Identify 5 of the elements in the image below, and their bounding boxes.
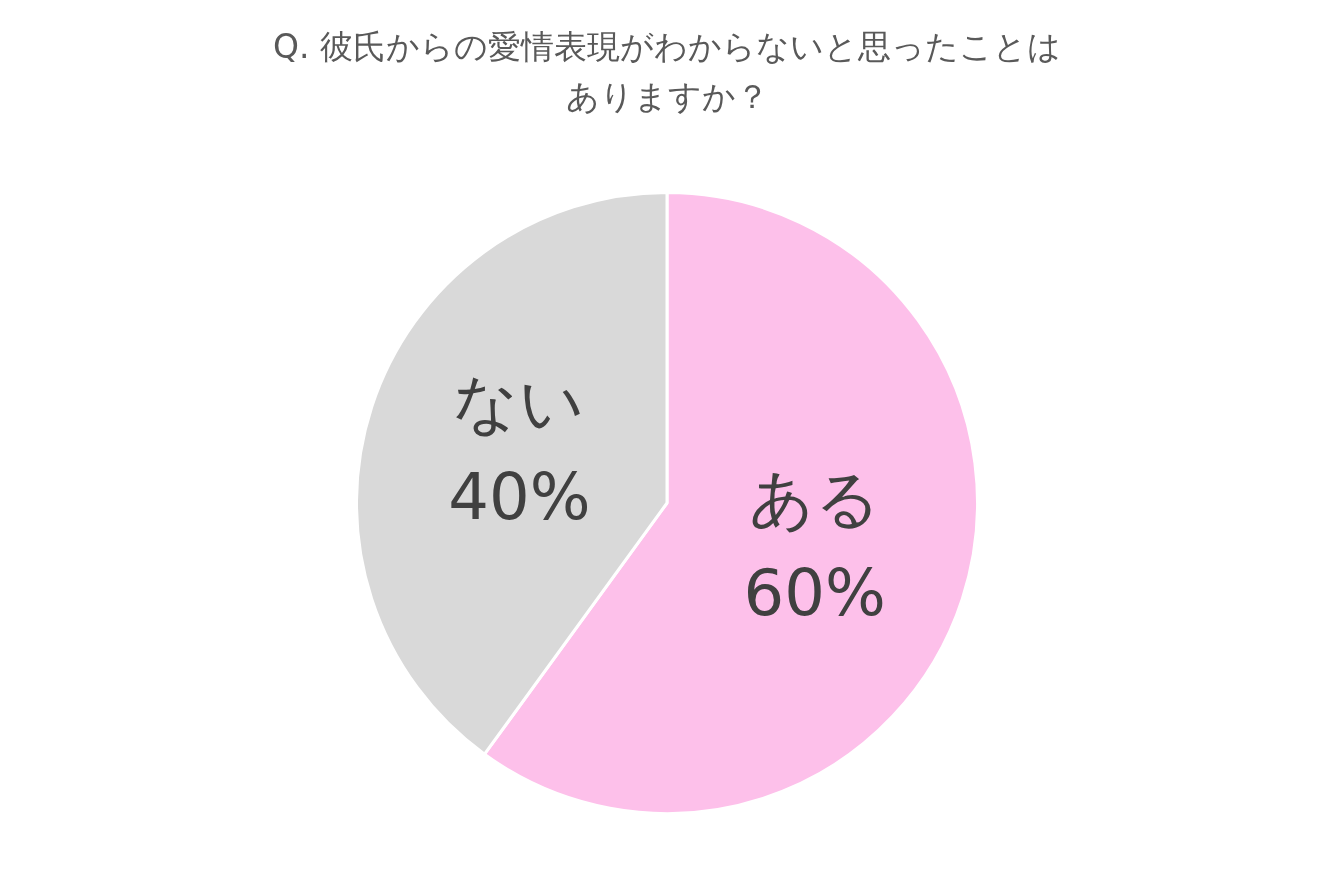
data-label: 60% [743, 555, 886, 630]
data-label: 40% [448, 459, 591, 534]
slice-label: ある [748, 461, 881, 536]
chart-title: Q. 彼氏からの愛情表現がわからないと思ったことはありますか？ [272, 26, 1062, 118]
slice-label: ない [453, 365, 586, 440]
